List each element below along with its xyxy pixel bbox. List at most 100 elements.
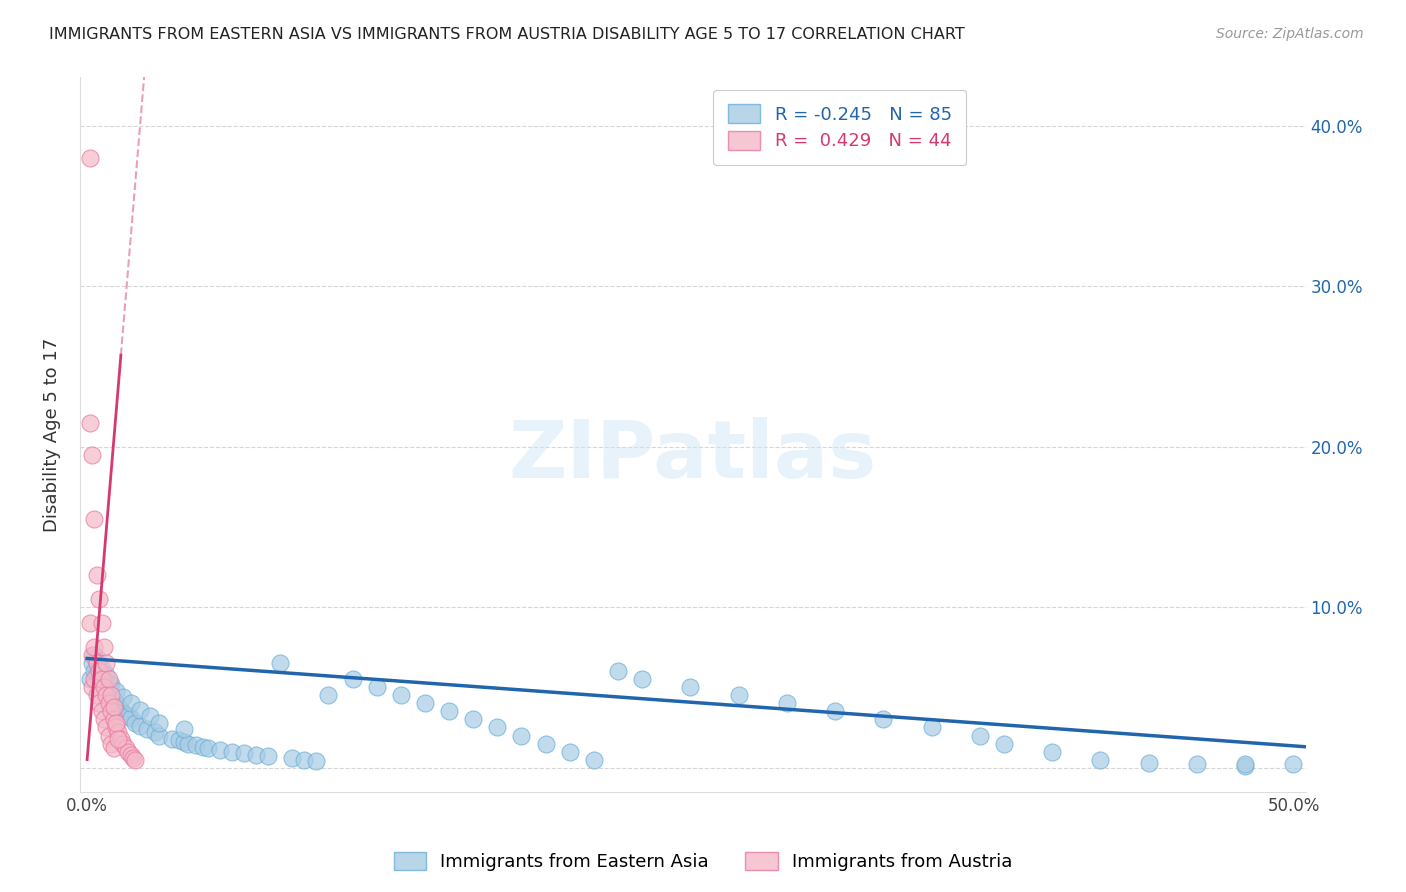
Point xyxy=(93,681,115,695)
Point xyxy=(86,689,108,703)
Point xyxy=(97,677,120,691)
Point xyxy=(97,697,120,711)
Y-axis label: Disability Age 5 to 17: Disability Age 5 to 17 xyxy=(44,337,60,532)
Point xyxy=(89,673,111,687)
Point xyxy=(96,657,118,671)
Point xyxy=(177,737,200,751)
Point xyxy=(208,743,231,757)
Point xyxy=(534,737,557,751)
Point xyxy=(824,705,846,719)
Point xyxy=(148,729,170,743)
Point xyxy=(100,737,122,751)
Point xyxy=(112,706,135,720)
Point xyxy=(120,697,142,711)
Point xyxy=(1282,757,1305,772)
Point xyxy=(318,689,340,703)
Point xyxy=(463,713,485,727)
Point xyxy=(167,733,190,747)
Point xyxy=(83,512,105,526)
Point xyxy=(1040,745,1063,759)
Point xyxy=(173,722,195,736)
Legend: R = -0.245   N = 85, R =  0.429   N = 44: R = -0.245 N = 85, R = 0.429 N = 44 xyxy=(713,90,966,165)
Point xyxy=(93,673,115,687)
Point xyxy=(107,699,129,714)
Point xyxy=(79,416,101,430)
Point xyxy=(96,683,118,698)
Point xyxy=(776,697,799,711)
Point xyxy=(107,725,129,739)
Point xyxy=(90,677,112,691)
Point xyxy=(191,739,214,754)
Point xyxy=(437,705,460,719)
Point xyxy=(727,689,749,703)
Point xyxy=(292,753,315,767)
Point xyxy=(129,719,152,733)
Point xyxy=(232,746,254,760)
Point xyxy=(86,657,108,671)
Point xyxy=(90,661,112,675)
Point xyxy=(89,592,111,607)
Point xyxy=(100,705,122,719)
Point xyxy=(1234,757,1257,772)
Point xyxy=(86,657,108,671)
Point xyxy=(120,711,142,725)
Point xyxy=(136,722,159,736)
Point xyxy=(221,745,243,759)
Point xyxy=(148,715,170,730)
Point xyxy=(86,667,108,681)
Point xyxy=(96,721,118,735)
Point xyxy=(83,665,105,679)
Point xyxy=(510,729,533,743)
Point xyxy=(80,648,103,663)
Point xyxy=(872,713,894,727)
Legend: Immigrants from Eastern Asia, Immigrants from Austria: Immigrants from Eastern Asia, Immigrants… xyxy=(387,845,1019,879)
Point xyxy=(173,735,195,749)
Point xyxy=(257,749,280,764)
Point xyxy=(90,616,112,631)
Point xyxy=(90,705,112,719)
Point xyxy=(86,568,108,582)
Point xyxy=(1137,756,1160,770)
Point xyxy=(281,751,304,765)
Point xyxy=(160,731,183,746)
Point xyxy=(103,693,125,707)
Point xyxy=(197,741,219,756)
Point xyxy=(114,707,136,722)
Text: Source: ZipAtlas.com: Source: ZipAtlas.com xyxy=(1216,27,1364,41)
Point xyxy=(184,738,207,752)
Point xyxy=(90,667,112,681)
Point xyxy=(606,665,628,679)
Point xyxy=(105,721,128,735)
Point xyxy=(366,681,388,695)
Point xyxy=(79,616,101,631)
Text: ZIPatlas: ZIPatlas xyxy=(509,417,877,495)
Point xyxy=(1185,757,1208,772)
Point xyxy=(117,709,139,723)
Point xyxy=(97,673,120,687)
Point xyxy=(486,721,509,735)
Point xyxy=(245,747,267,762)
Point xyxy=(83,673,105,687)
Point xyxy=(89,661,111,675)
Point xyxy=(93,681,115,695)
Point xyxy=(124,753,146,767)
Point xyxy=(80,657,103,671)
Point xyxy=(79,673,101,687)
Point xyxy=(124,715,146,730)
Point xyxy=(103,713,125,727)
Point xyxy=(110,703,132,717)
Point xyxy=(105,697,128,711)
Point xyxy=(107,731,129,746)
Point xyxy=(631,673,654,687)
Point xyxy=(582,753,605,767)
Point xyxy=(342,673,364,687)
Point xyxy=(389,689,412,703)
Point xyxy=(558,745,581,759)
Point xyxy=(969,729,991,743)
Point xyxy=(122,751,145,765)
Point xyxy=(86,651,108,665)
Point xyxy=(89,697,111,711)
Point xyxy=(305,754,328,768)
Point xyxy=(89,665,111,679)
Point xyxy=(1090,753,1112,767)
